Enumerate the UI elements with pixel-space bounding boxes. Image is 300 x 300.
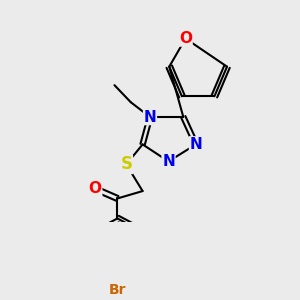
Text: N: N (190, 137, 202, 152)
Text: O: O (179, 31, 192, 46)
Text: S: S (120, 155, 132, 173)
Text: Br: Br (109, 283, 126, 297)
Text: N: N (144, 110, 156, 124)
Text: N: N (162, 154, 175, 169)
Text: O: O (89, 181, 102, 196)
